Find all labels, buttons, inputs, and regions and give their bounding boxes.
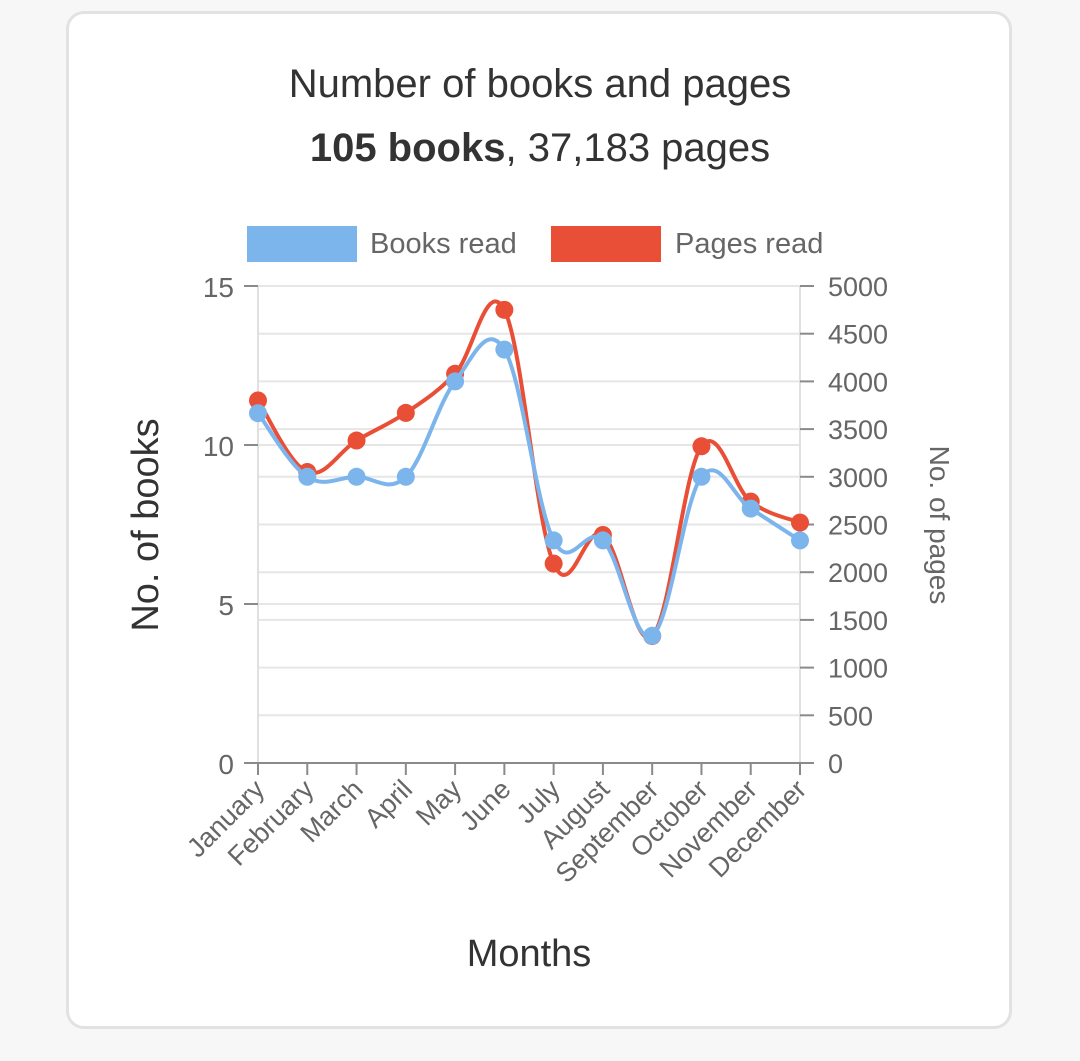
subtitle-separator: , xyxy=(505,126,528,170)
data-point-books xyxy=(593,531,612,550)
y-right-tick-label: 500 xyxy=(828,701,873,731)
data-point-books xyxy=(298,467,317,486)
data-point-books xyxy=(446,372,465,391)
y-right-tick-label: 0 xyxy=(828,749,843,779)
chart-subtitle: 105 books, 37,183 pages xyxy=(0,126,1080,171)
data-point-books xyxy=(741,499,760,518)
data-point-pages xyxy=(347,431,366,450)
series-line-pages xyxy=(256,299,801,640)
data-point-books xyxy=(249,404,267,423)
y-right-tick-label: 1500 xyxy=(828,606,888,636)
y-left-tick-label: 15 xyxy=(203,272,234,303)
data-point-books xyxy=(791,531,809,550)
y-right-tick-label: 4500 xyxy=(828,320,888,350)
chart-title: Number of books and pages xyxy=(288,62,792,106)
series-line-books xyxy=(256,337,802,639)
y-left-tick-label: 5 xyxy=(218,590,234,621)
y-right-tick-label: 2000 xyxy=(828,558,888,588)
legend-swatch-pages xyxy=(551,226,661,262)
data-point-pages xyxy=(495,300,514,319)
data-point-pages xyxy=(692,437,711,456)
data-point-books xyxy=(347,467,366,486)
data-point-books xyxy=(495,340,514,359)
x-axis-title: Months xyxy=(467,933,592,975)
y-right-tick-label: 3000 xyxy=(828,463,888,493)
y-right-tick-label: 5000 xyxy=(828,272,888,302)
x-tick-label: April xyxy=(359,774,418,833)
x-tick-label: June xyxy=(454,774,517,837)
data-point-pages xyxy=(249,391,267,410)
legend-label-books: Books read xyxy=(370,228,517,260)
y-right-tick-label: 1000 xyxy=(828,654,888,684)
chart-card xyxy=(66,11,1012,1029)
y-right-tick-label: 2500 xyxy=(828,511,888,541)
data-point-books xyxy=(643,626,662,645)
pages-total: 37,183 pages xyxy=(527,126,771,170)
data-point-books xyxy=(396,467,415,486)
data-point-books xyxy=(692,467,711,486)
y-right-tick-label: 3500 xyxy=(828,415,888,445)
x-tick-label: May xyxy=(410,774,468,832)
data-point-books xyxy=(544,531,563,550)
legend-label-pages: Pages read xyxy=(675,228,823,260)
legend-swatch-books xyxy=(247,226,357,262)
data-point-pages xyxy=(396,403,415,422)
data-point-pages xyxy=(544,554,563,573)
y-left-axis-title: No. of books xyxy=(125,418,167,631)
data-point-pages xyxy=(791,513,809,532)
y-right-tick-label: 4000 xyxy=(828,367,888,397)
y-right-axis-title: No. of pages xyxy=(924,446,955,605)
y-left-tick-label: 10 xyxy=(203,431,234,462)
y-left-tick-label: 0 xyxy=(218,749,234,780)
books-total: 105 books xyxy=(309,126,506,170)
